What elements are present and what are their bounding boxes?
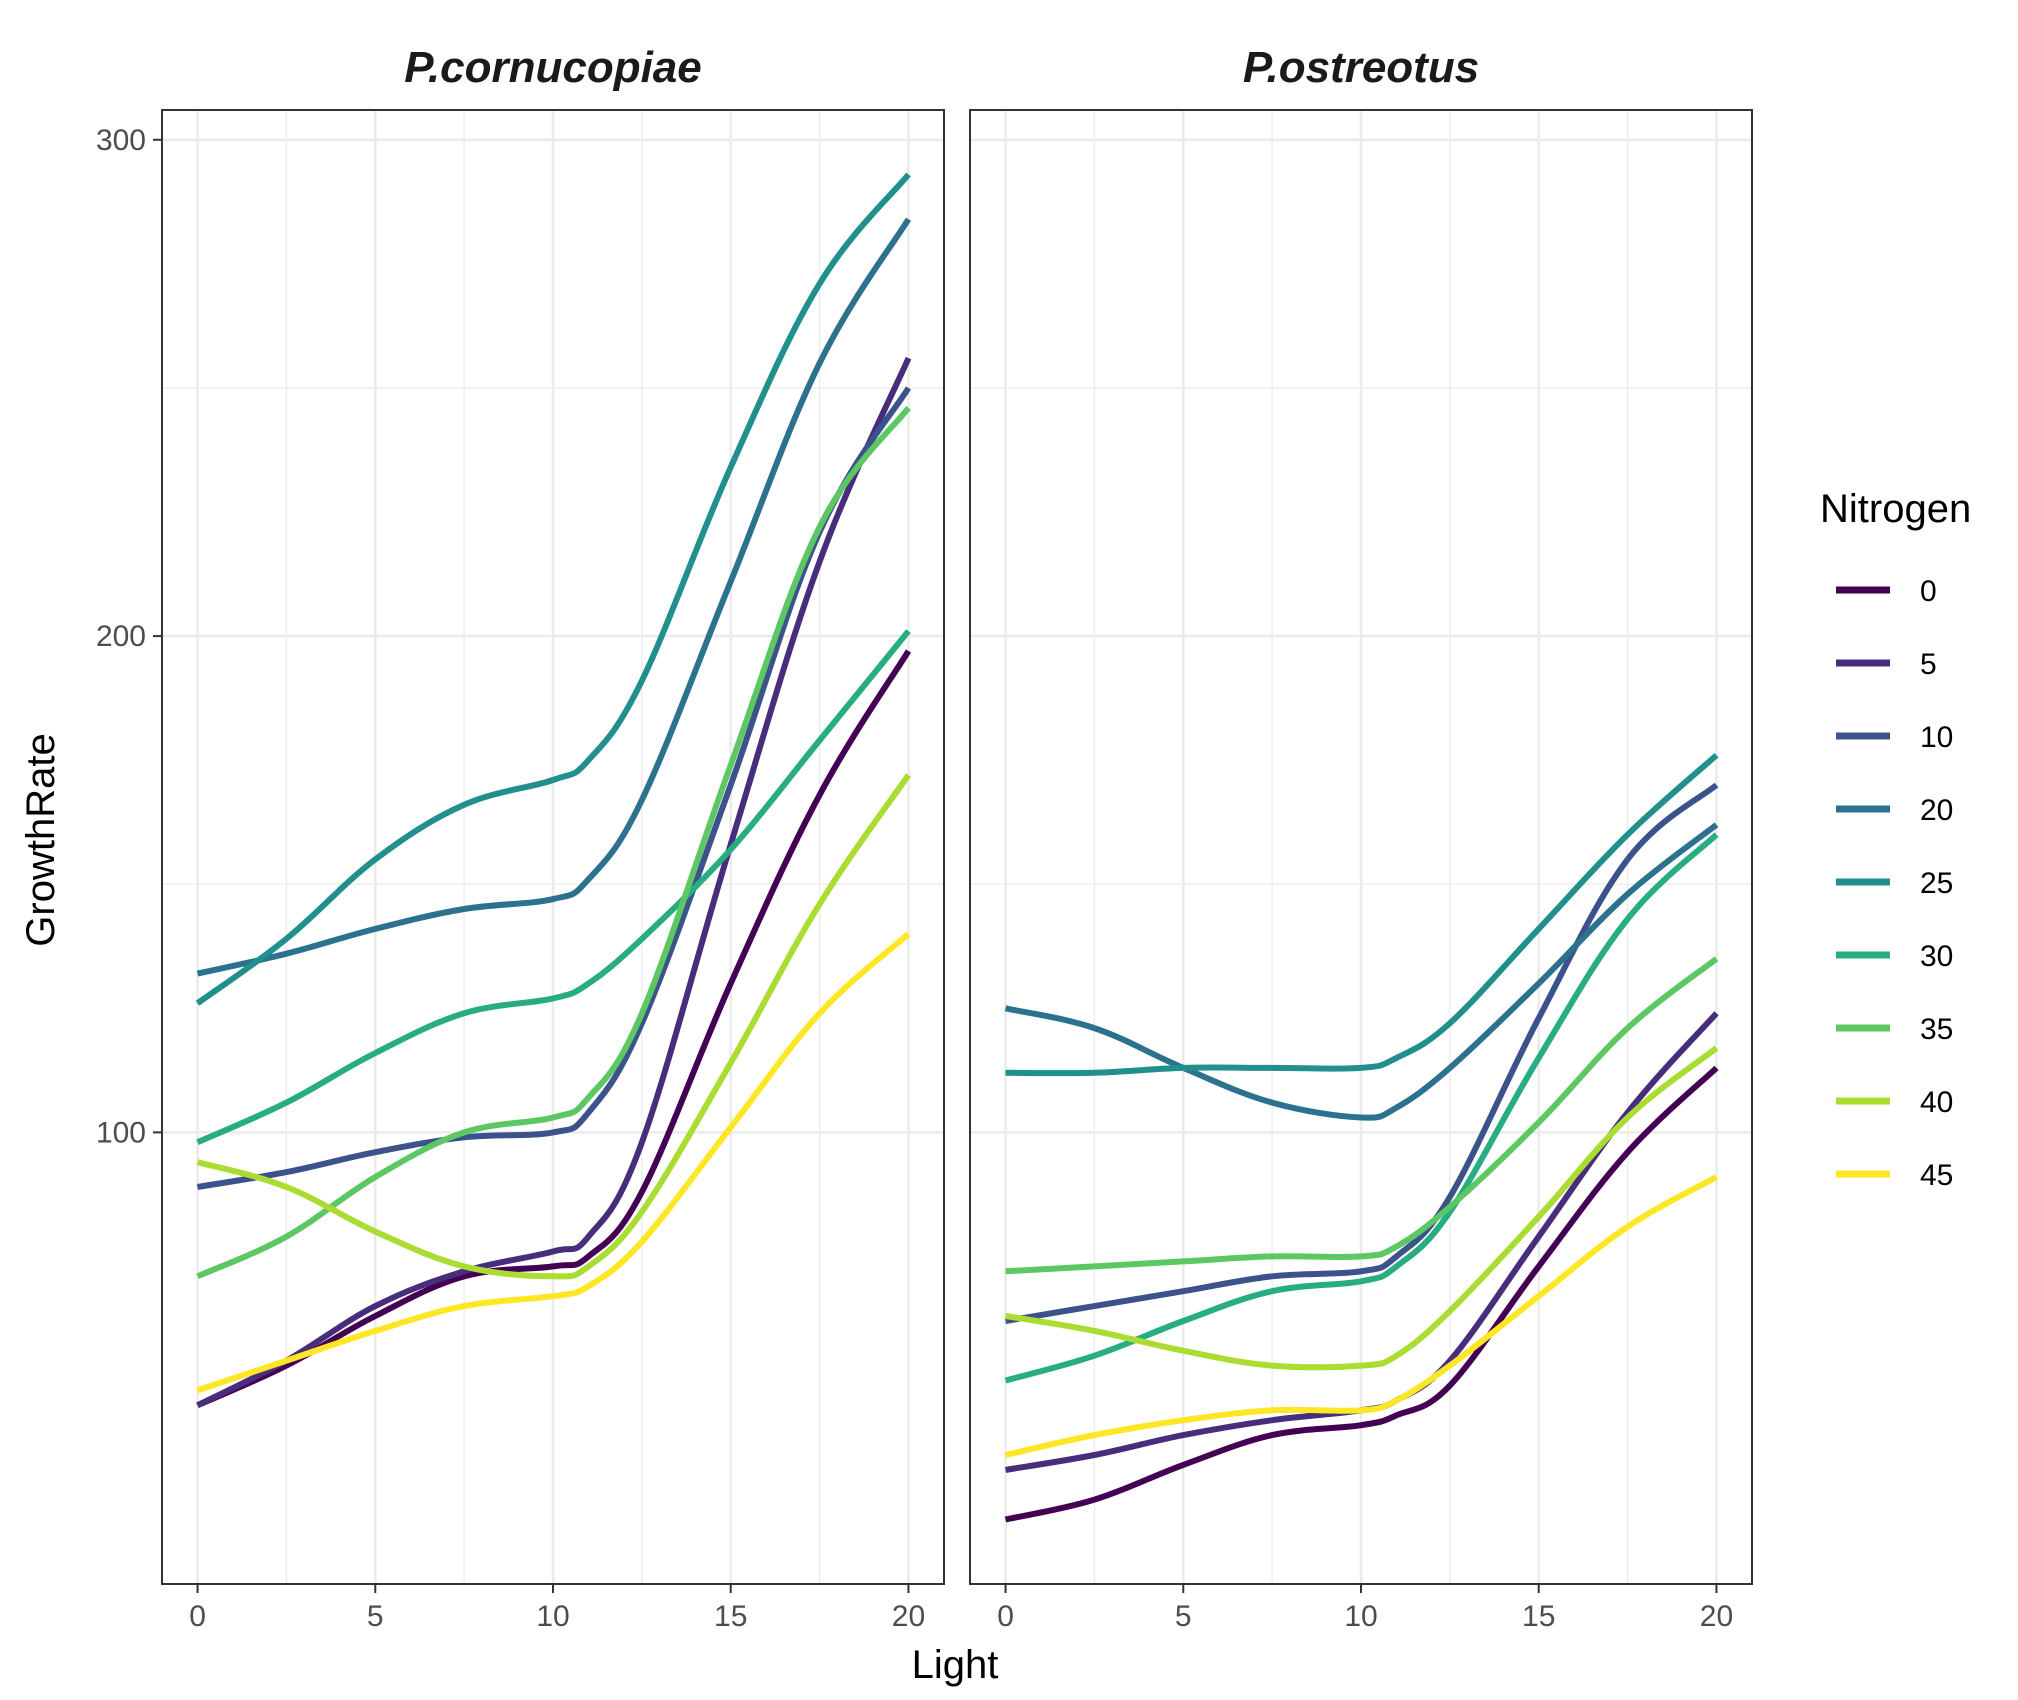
legend: Nitrogen 0 5 10 20 25 30 35 40 45 xyxy=(1820,487,1971,1192)
y-tick-label: 100 xyxy=(96,1116,146,1149)
series-line-nitrogen-40 xyxy=(1005,1045,1719,1371)
series-line-nitrogen-45 xyxy=(1004,1174,1718,1458)
series-line-nitrogen-25 xyxy=(1005,752,1719,1077)
y-tick-label: 200 xyxy=(96,620,146,653)
x-tick-label: 10 xyxy=(536,1600,569,1633)
legend-label-45: 45 xyxy=(1920,1159,1953,1192)
series-line-nitrogen-30 xyxy=(1004,832,1719,1384)
series-line-nitrogen-5 xyxy=(196,356,912,1408)
panel-2: P.ostreotus 0 5 10 15 20 xyxy=(969,43,1753,1633)
series-line-nitrogen-10 xyxy=(1005,782,1719,1324)
series-line-nitrogen-30 xyxy=(196,629,911,1146)
y-axis-title: GrowthRate xyxy=(19,733,63,946)
series-line-nitrogen-10 xyxy=(197,386,912,1190)
series-line-nitrogen-20 xyxy=(1004,822,1719,1121)
series-line-nitrogen-25 xyxy=(195,172,911,1006)
panel-title: P.ostreotus xyxy=(1243,43,1479,92)
legend-label-25: 25 xyxy=(1920,867,1953,900)
series-line-nitrogen-40 xyxy=(196,773,911,1280)
legend-title: Nitrogen xyxy=(1820,487,1971,531)
legend-label-0: 0 xyxy=(1920,575,1937,608)
x-tick-label: 20 xyxy=(1700,1600,1733,1633)
series-line-nitrogen-35 xyxy=(1005,956,1719,1275)
panel-title: P.cornucopiae xyxy=(404,43,702,92)
legend-label-10: 10 xyxy=(1920,721,1953,754)
legend-entries: 0 5 10 20 25 30 35 40 45 xyxy=(1836,575,1953,1192)
legend-label-35: 35 xyxy=(1920,1013,1953,1046)
x-tick-label: 0 xyxy=(997,1600,1014,1633)
y-tick-label: 300 xyxy=(96,124,146,157)
x-tick-label: 15 xyxy=(1522,1600,1555,1633)
x-tick-label: 20 xyxy=(892,1600,925,1633)
x-tick-label: 0 xyxy=(189,1600,206,1633)
series-line-nitrogen-0 xyxy=(1004,1065,1719,1523)
series-line-nitrogen-20 xyxy=(196,217,912,977)
legend-label-20: 20 xyxy=(1920,794,1953,827)
x-tick-label: 15 xyxy=(714,1600,747,1633)
x-tick-label: 10 xyxy=(1344,1600,1377,1633)
series-line-nitrogen-35 xyxy=(196,405,911,1280)
x-axis-title: Light xyxy=(912,1643,999,1687)
legend-label-40: 40 xyxy=(1920,1086,1953,1119)
x-tick-label: 5 xyxy=(367,1600,384,1633)
series-line-nitrogen-45 xyxy=(196,931,911,1394)
legend-label-5: 5 xyxy=(1920,648,1937,681)
panel-1: P.cornucopiae 0 5 10 15 20 100 200 300 xyxy=(96,43,945,1633)
legend-label-30: 30 xyxy=(1920,940,1953,973)
series-line-nitrogen-0 xyxy=(196,649,912,1409)
x-tick-label: 5 xyxy=(1175,1600,1192,1633)
